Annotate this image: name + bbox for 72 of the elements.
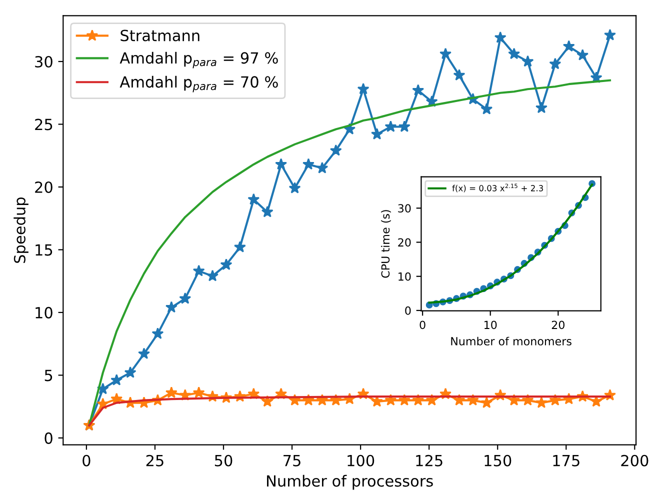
legend-label: Stratmann bbox=[120, 30, 200, 42]
point bbox=[384, 120, 397, 132]
x-tick-label: 200 bbox=[621, 454, 648, 466]
point bbox=[110, 374, 123, 386]
point bbox=[535, 102, 548, 114]
y-tick-label: 15 bbox=[36, 244, 52, 256]
point bbox=[316, 162, 328, 174]
x-tick-label: 25 bbox=[146, 454, 164, 466]
point bbox=[535, 396, 548, 408]
y-tick-label: 20 bbox=[398, 238, 411, 247]
point bbox=[234, 240, 246, 252]
x-tick-label: 75 bbox=[284, 455, 300, 466]
point bbox=[275, 158, 288, 170]
point bbox=[357, 82, 370, 94]
point bbox=[330, 144, 342, 156]
point bbox=[371, 128, 383, 140]
y-tick-label: 20 bbox=[35, 181, 52, 194]
x-tick-label: 20 bbox=[552, 320, 564, 330]
point bbox=[165, 386, 178, 398]
point bbox=[138, 348, 150, 360]
point bbox=[152, 328, 164, 339]
point bbox=[165, 301, 178, 313]
point bbox=[398, 394, 410, 406]
point bbox=[480, 396, 493, 408]
point bbox=[508, 48, 520, 60]
point bbox=[440, 48, 452, 60]
point bbox=[192, 264, 205, 276]
y-tick-label: 25 bbox=[35, 118, 52, 130]
point bbox=[261, 395, 274, 407]
point bbox=[220, 258, 232, 270]
point bbox=[576, 48, 589, 60]
point bbox=[261, 206, 274, 218]
legend-label: Amdahl p$_{para}$ = 70 % bbox=[120, 76, 278, 92]
y-tick-label: 5 bbox=[44, 370, 52, 382]
point bbox=[453, 69, 466, 81]
point bbox=[288, 182, 301, 194]
x-tick-label: 0 bbox=[82, 454, 90, 466]
y-axis-title: CPU time (s) bbox=[381, 210, 391, 278]
x-axis-title: Number of processors bbox=[267, 474, 433, 490]
point bbox=[302, 158, 314, 170]
y-tick-label: 0 bbox=[405, 306, 411, 315]
x-tick-label: 0 bbox=[420, 320, 426, 330]
y-tick-label: 30 bbox=[35, 56, 52, 68]
x-tick-label: 50 bbox=[214, 454, 232, 466]
x-tick-label: 10 bbox=[484, 320, 497, 330]
point bbox=[562, 40, 575, 52]
y-tick-label: 10 bbox=[398, 272, 411, 281]
point bbox=[480, 102, 493, 114]
point bbox=[96, 382, 109, 394]
point bbox=[206, 270, 219, 282]
point bbox=[549, 58, 562, 70]
x-tick-label: 100 bbox=[348, 454, 374, 466]
point bbox=[412, 84, 424, 96]
legend-label: Amdahl p$_{para}$ = 97 % bbox=[120, 52, 278, 68]
x-axis-title: Number of monomers bbox=[451, 336, 572, 346]
x-tick-label: 125 bbox=[416, 454, 442, 466]
point bbox=[248, 193, 260, 205]
point bbox=[124, 366, 136, 378]
x-tick-label: 150 bbox=[484, 454, 512, 466]
y-tick-label: 0 bbox=[44, 432, 52, 444]
y-tick-label: 10 bbox=[36, 306, 52, 318]
point bbox=[96, 398, 109, 410]
point bbox=[494, 31, 506, 43]
point bbox=[192, 386, 205, 398]
legend-label: f(x) = 0.03 x$^{2.15}$ + 2.3 bbox=[452, 184, 543, 192]
point bbox=[522, 55, 534, 67]
y-tick-label: 30 bbox=[398, 204, 411, 213]
point bbox=[398, 120, 410, 132]
point bbox=[179, 292, 192, 304]
x-tick-label: 175 bbox=[553, 455, 580, 466]
point bbox=[604, 28, 616, 40]
y-axis-title: Speedup bbox=[14, 197, 28, 263]
